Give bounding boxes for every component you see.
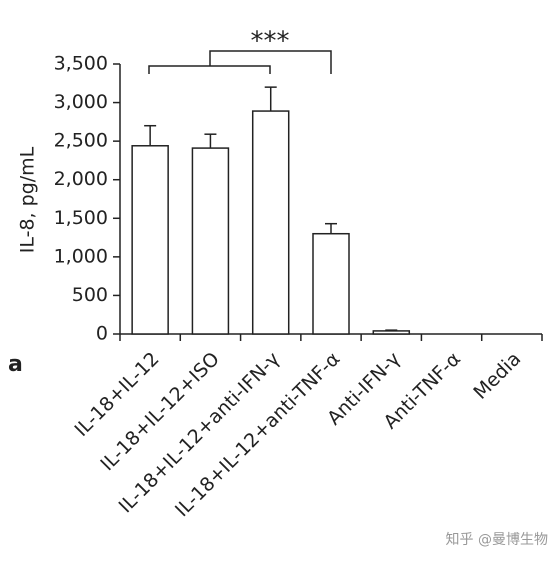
bar (372, 330, 411, 335)
y-tick-label: 0 (96, 323, 108, 345)
panel-label: a (8, 352, 23, 377)
y-tick-label: 500 (72, 284, 108, 306)
bar (131, 145, 169, 335)
y-tick-label: 3,000 (54, 91, 108, 113)
y-tick-label: 2,000 (54, 168, 108, 190)
y-tick-label: 1,000 (54, 245, 108, 267)
y-tick-label: 2,500 (54, 130, 108, 152)
y-tick-label: 3,500 (54, 53, 108, 75)
bar (191, 147, 230, 335)
significance-bracket (148, 50, 332, 74)
bar (312, 232, 350, 335)
x-tick-label: Media (469, 348, 525, 404)
significance-label: *** (251, 27, 290, 57)
bar (251, 110, 290, 335)
y-axis-label: IL-8, pg/mL (17, 146, 39, 253)
watermark: 知乎 @曼博生物 (446, 531, 548, 548)
y-tick-label: 1,500 (54, 207, 108, 229)
